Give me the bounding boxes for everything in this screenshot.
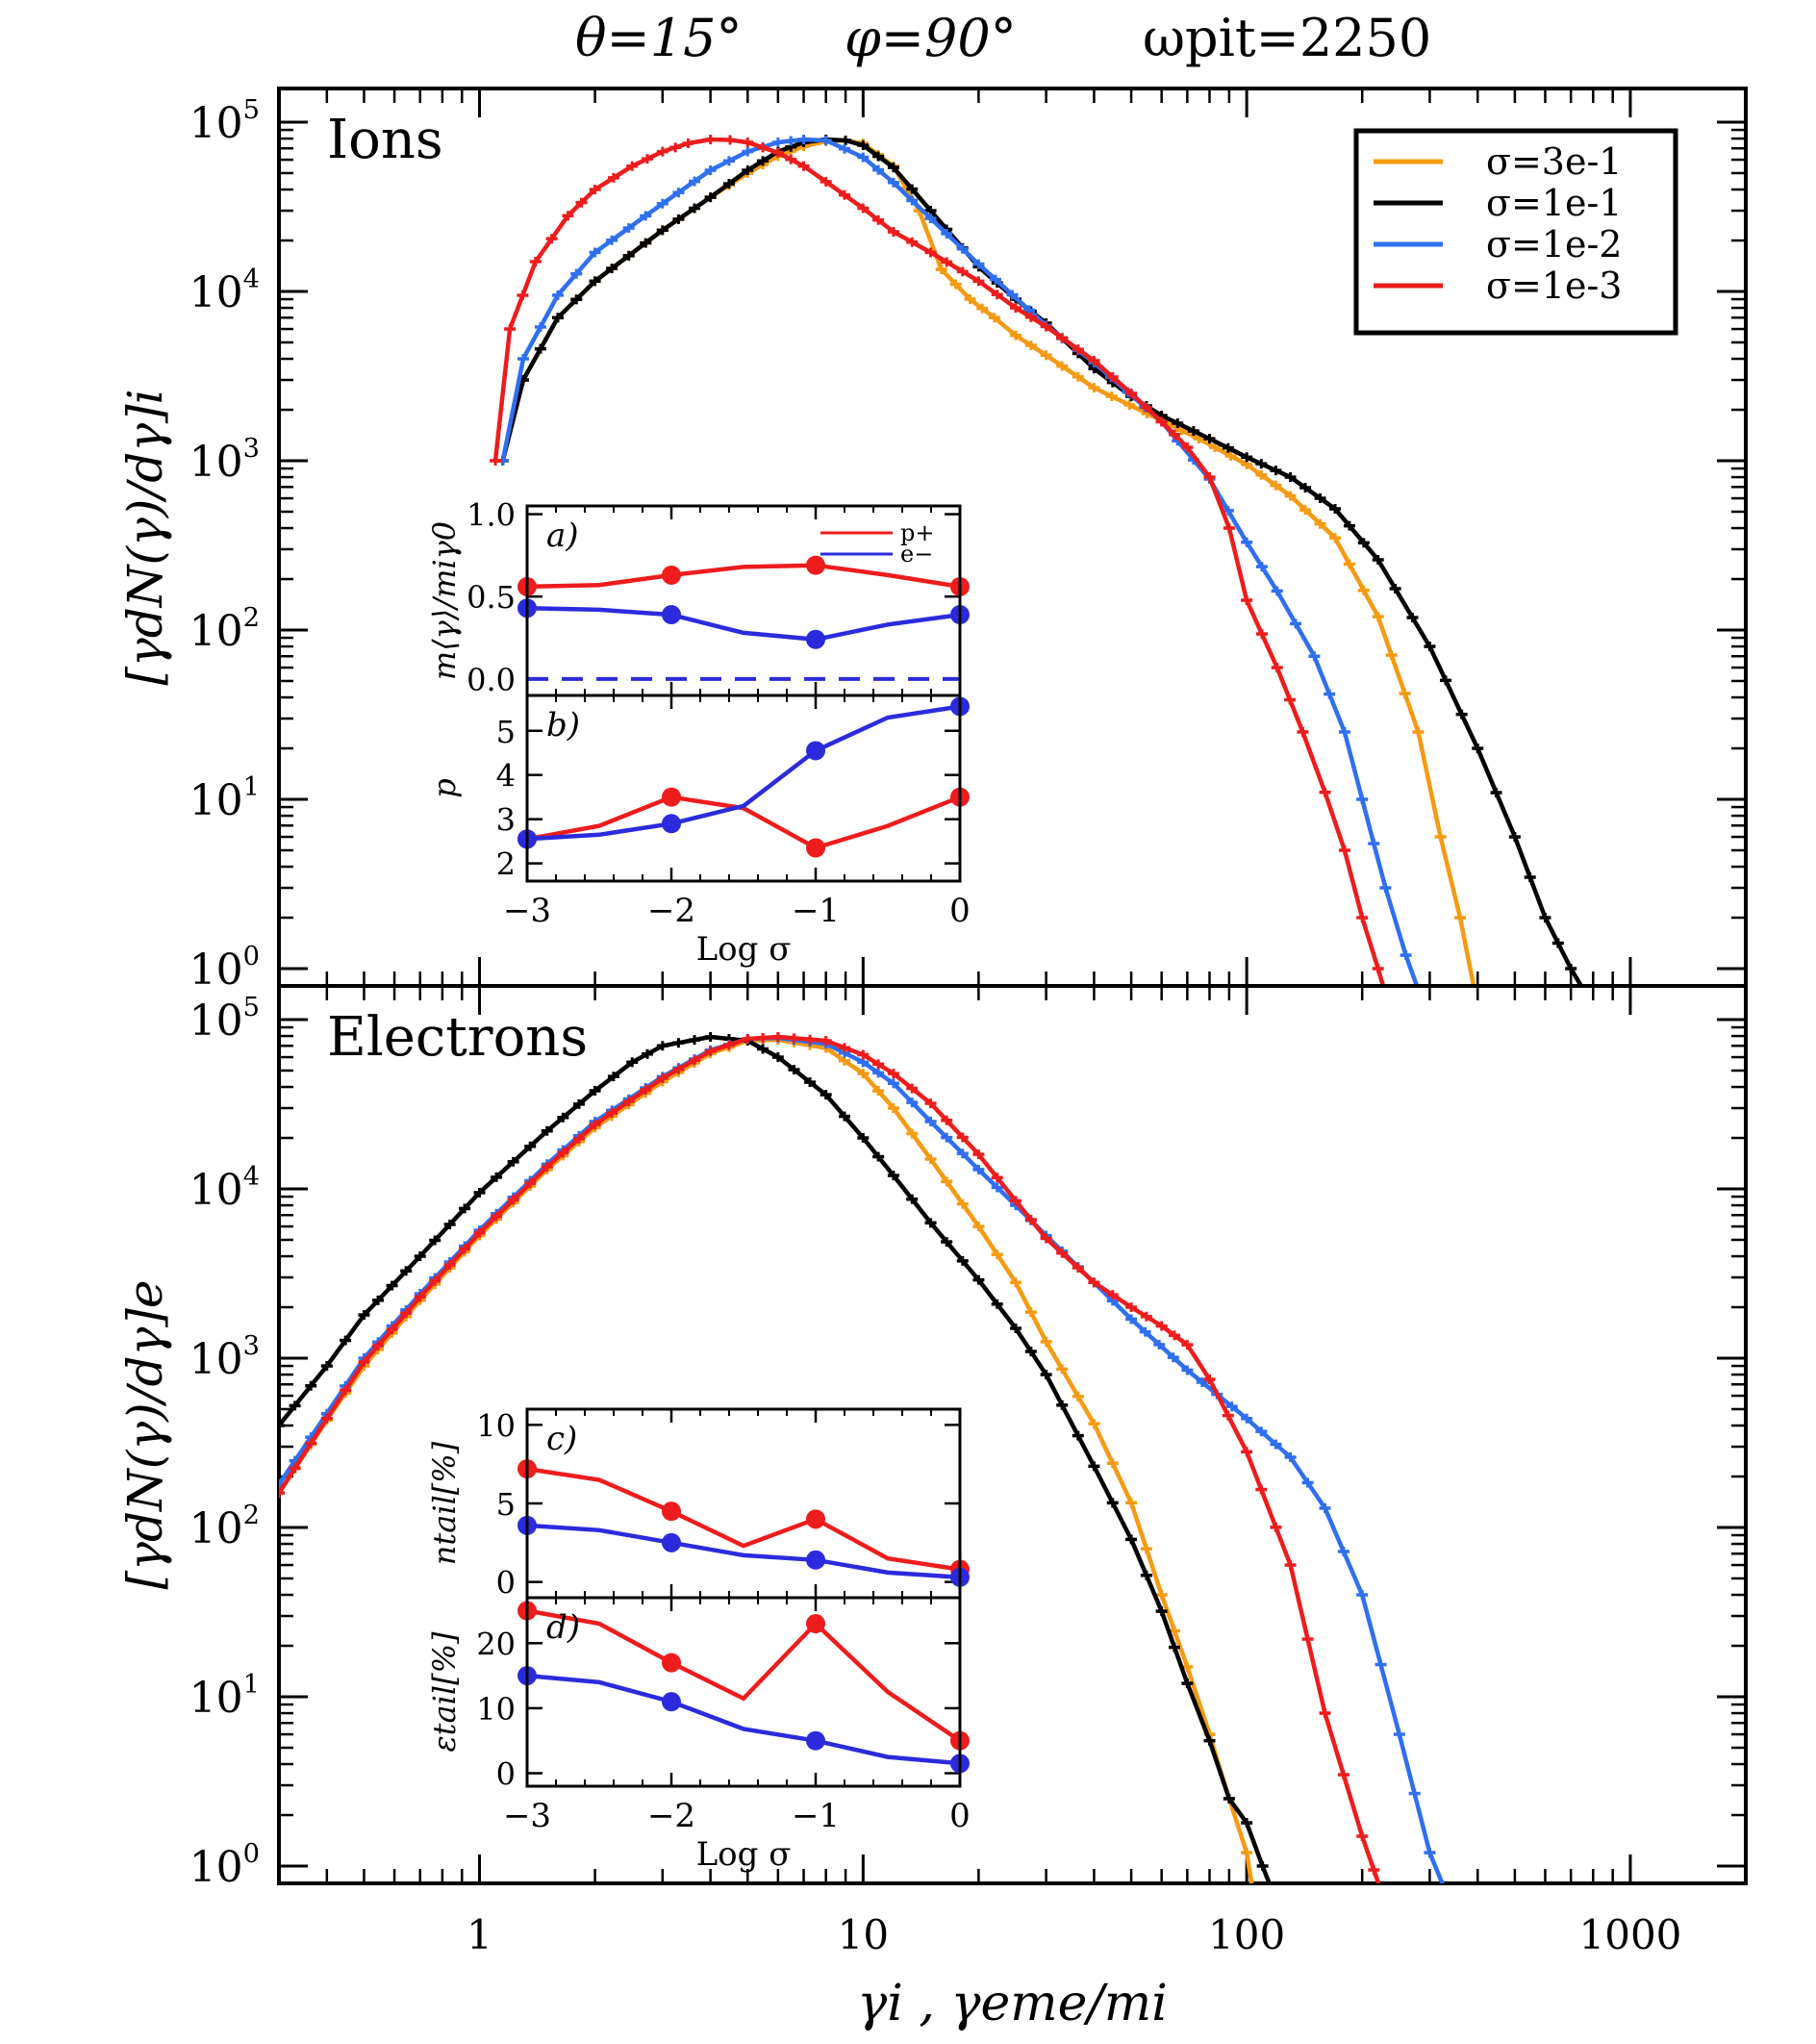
inset-a-point-p+ bbox=[662, 565, 681, 585]
inset-b-xtick-label: −2 bbox=[647, 892, 695, 930]
ions-ytick-label: 102 bbox=[189, 603, 260, 656]
inset-d-ylabel: εtail[%] bbox=[426, 1631, 463, 1752]
inset-b-xtick-label: −1 bbox=[792, 892, 840, 930]
title-theta: θ=15° bbox=[575, 8, 742, 68]
inset-d-ytick-label: 0 bbox=[496, 1755, 516, 1792]
electrons-ytick-label: 104 bbox=[189, 1162, 260, 1215]
inset-b-point-p+ bbox=[662, 787, 681, 807]
inset-b-xlabel: Log σ bbox=[696, 930, 792, 969]
ions-ytick-label: 105 bbox=[189, 95, 260, 148]
inset-c-panel-label: c) bbox=[546, 1420, 577, 1458]
inset-a-series-p+ bbox=[526, 563, 961, 590]
inset-c-point-p+ bbox=[806, 1509, 825, 1529]
inset-b-ytick-label: 5 bbox=[496, 714, 516, 750]
inset-d-ytick-label: 20 bbox=[476, 1626, 516, 1662]
inset-d-ytick-label: 10 bbox=[476, 1691, 516, 1728]
inset-top: 0.0 0.5 1.0 a) m⟨γ⟩/miγ0 p+e− 2 3 4 5 b) p −3 −2 −1 0 Lo… bbox=[426, 497, 971, 969]
inset-d-xtick-label: −2 bbox=[647, 1797, 695, 1835]
inset-a-point-p+ bbox=[806, 555, 825, 575]
inset-b-xtick-label: −3 bbox=[503, 892, 551, 930]
inset-d-point-e− bbox=[662, 1692, 681, 1712]
electrons-ylabel: [γdN(γ)/dγ]e bbox=[117, 1280, 173, 1590]
electrons-panel-label: Electrons bbox=[327, 1006, 588, 1069]
inset-b-xtick-label: 0 bbox=[949, 892, 971, 930]
inset-b-ytick-label: 3 bbox=[496, 802, 516, 839]
inset-d-xtick-label: −3 bbox=[503, 1797, 551, 1835]
inset-c-series-p+ bbox=[526, 1466, 961, 1572]
inset-a-legend-label: e− bbox=[900, 541, 933, 568]
ions-ytick-label: 103 bbox=[189, 434, 260, 487]
inset-a-ylabel: m⟨γ⟩/miγ0 bbox=[426, 521, 463, 680]
title-phi: φ=90° bbox=[845, 8, 1017, 68]
inset-a-ytick-label: 1.0 bbox=[467, 497, 516, 534]
inset-b-panel-label: b) bbox=[546, 706, 580, 744]
inset-c-point-e− bbox=[662, 1532, 681, 1552]
ions-ytick-label: 101 bbox=[189, 772, 260, 825]
inset-d-panel-label: d) bbox=[546, 1608, 580, 1647]
inset-c-ytick-label: 10 bbox=[476, 1407, 516, 1444]
inset-b-ylabel: p bbox=[426, 778, 463, 797]
inset-a-panel-label: a) bbox=[546, 517, 579, 555]
inset-c-ytick-label: 0 bbox=[496, 1565, 516, 1602]
ions-panel: 100 101 102 103 104 105 Ions [γdN(γ)/dγ]i bbox=[117, 87, 1748, 995]
inset-a-ytick-label: 0.0 bbox=[467, 662, 516, 698]
inset-d-point-p+ bbox=[806, 1614, 825, 1634]
ions-ytick-label: 104 bbox=[189, 265, 260, 317]
electrons-ytick-label: 103 bbox=[189, 1331, 260, 1384]
electrons-ytick-label: 101 bbox=[189, 1670, 260, 1723]
inset-d-xtick-label: −1 bbox=[792, 1797, 840, 1835]
electrons-xlabel: γi , γeme/mi bbox=[857, 1975, 1168, 2032]
inset-top-frame bbox=[525, 504, 962, 883]
figure-title: θ=15° φ=90° ωpit=2250 bbox=[575, 8, 1431, 68]
inset-a-series-e− bbox=[526, 605, 961, 643]
inset-a-ytick-label: 0.5 bbox=[467, 579, 516, 616]
inset-b-series-e− bbox=[526, 704, 961, 842]
inset-a-point-e− bbox=[662, 605, 681, 625]
inset-c-series-e− bbox=[526, 1523, 961, 1580]
inset-c-ylabel: ntail[%] bbox=[426, 1441, 463, 1565]
inset-d-point-e− bbox=[806, 1730, 825, 1751]
legend-label-0: σ=3e-1 bbox=[1486, 140, 1622, 183]
electrons-ytick-label: 105 bbox=[189, 993, 260, 1046]
electrons-ytick-label: 100 bbox=[189, 1839, 260, 1892]
electrons-series-group bbox=[279, 1032, 1445, 1883]
legend-box bbox=[1353, 128, 1678, 336]
ions-panel-label: Ions bbox=[327, 109, 443, 171]
electrons-xtick-label: 10 bbox=[838, 1911, 889, 1958]
legend-label-2: σ=1e-2 bbox=[1486, 223, 1622, 265]
ions-ylabel: [γdN(γ)/dγ]i bbox=[117, 389, 173, 685]
legend-label-1: σ=1e-1 bbox=[1486, 182, 1622, 224]
inset-b-point-e− bbox=[662, 814, 681, 834]
inset-b-ytick-label: 4 bbox=[496, 758, 516, 795]
inset-b-ytick-label: 2 bbox=[496, 846, 516, 883]
inset-d-xtick-label: 0 bbox=[949, 1797, 971, 1835]
ions-ytick-label: 100 bbox=[189, 942, 260, 995]
inset-d-series-e− bbox=[526, 1673, 961, 1766]
electrons-ytick-label: 102 bbox=[189, 1501, 260, 1553]
electrons-xtick-label: 1000 bbox=[1579, 1911, 1682, 1958]
inset-a-legend-label: p+ bbox=[900, 519, 934, 546]
legend: σ=3e-1σ=1e-1σ=1e-2σ=1e-3 bbox=[1353, 128, 1678, 336]
inset-d-xlabel: Log σ bbox=[696, 1835, 792, 1874]
inset-d-point-p+ bbox=[662, 1653, 681, 1673]
inset-b-point-e− bbox=[806, 741, 825, 761]
electrons-xtick-label: 1 bbox=[467, 1911, 492, 1958]
inset-a-point-e− bbox=[806, 629, 825, 649]
inset-bottom: 0 5 10 c) ntail[%] 0 10 20 d) εtail[%] −3 −2 −1 0 Log … bbox=[426, 1407, 971, 1874]
electrons-axes-frame bbox=[277, 984, 1748, 1885]
inset-c-ytick-label: 5 bbox=[496, 1486, 516, 1523]
inset-c-point-p+ bbox=[662, 1501, 681, 1522]
ions-series-σ=1e-2 bbox=[500, 137, 1420, 986]
legend-label-3: σ=1e-3 bbox=[1486, 265, 1622, 307]
inset-d-series-p+ bbox=[526, 1608, 962, 1743]
ions-series-group bbox=[490, 135, 1584, 986]
inset-c-point-e− bbox=[806, 1550, 825, 1570]
electrons-xtick-label: 100 bbox=[1208, 1911, 1285, 1958]
inset-b-point-p+ bbox=[806, 838, 825, 858]
title-time: ωpit=2250 bbox=[1143, 8, 1431, 68]
